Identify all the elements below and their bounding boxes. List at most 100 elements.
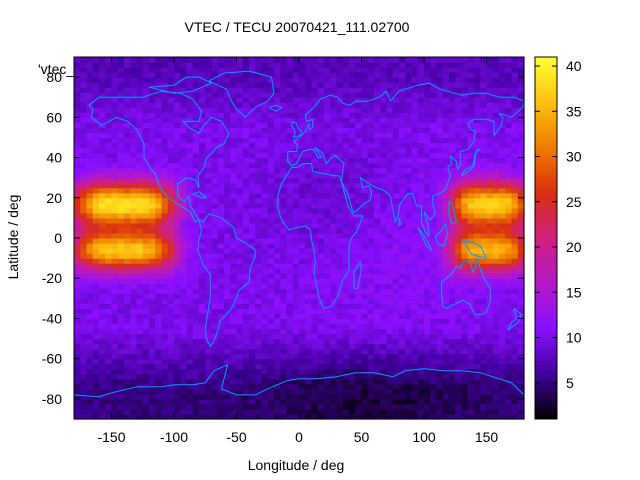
heat-cell (192, 358, 200, 365)
heat-cell (211, 333, 219, 340)
heat-cell (374, 333, 381, 340)
heat-cell (217, 343, 225, 350)
heat-cell (80, 388, 88, 395)
heat-cell (255, 293, 263, 299)
heat-cell (274, 253, 281, 259)
heat-cell (424, 318, 431, 325)
heat-cell (211, 413, 219, 420)
heat-cell (230, 343, 238, 350)
heat-cell (155, 172, 163, 179)
heat-cell (236, 328, 244, 335)
heat-cell (142, 248, 150, 254)
heat-cell (324, 283, 331, 289)
heat-cell (330, 268, 338, 274)
heat-cell (311, 82, 319, 88)
heat-cell (255, 72, 263, 78)
heat-cell (499, 157, 506, 164)
heat-cell (330, 92, 338, 98)
heat-cell (424, 323, 431, 330)
heat-cell (342, 288, 350, 294)
heat-cell (130, 147, 138, 154)
heat-cell (199, 318, 206, 325)
heat-cell (474, 127, 481, 134)
heat-cell (486, 353, 494, 360)
heat-cell (405, 147, 413, 154)
heat-cell (274, 308, 281, 315)
heat-cell (342, 373, 350, 380)
heat-cell (336, 127, 344, 134)
heat-cell (361, 217, 369, 224)
heat-cell (386, 343, 394, 350)
heat-cell (230, 127, 238, 134)
heat-cell (80, 207, 88, 214)
heat-cell (92, 378, 100, 385)
heat-cell (105, 358, 113, 365)
heat-cell (167, 258, 175, 264)
heat-cell (455, 177, 463, 184)
heat-cell (286, 187, 294, 194)
heat-cell (386, 288, 394, 294)
heat-cell (355, 162, 363, 169)
heat-cell (411, 353, 419, 360)
heat-cell (492, 338, 500, 345)
heat-cell (411, 323, 419, 330)
heat-cell (155, 273, 163, 279)
heat-cell (167, 207, 175, 214)
heat-cell (455, 333, 463, 340)
heat-cell (180, 383, 188, 390)
heat-cell (174, 313, 181, 320)
heat-cell (367, 318, 375, 325)
heat-cell (430, 72, 438, 78)
heat-cell (517, 187, 525, 194)
heat-cell (211, 313, 219, 320)
heat-cell (436, 413, 444, 420)
heat-cell (386, 167, 394, 174)
heat-cell (292, 383, 300, 390)
heat-cell (174, 107, 181, 113)
heat-cell (80, 373, 88, 380)
heat-cell (392, 353, 400, 360)
heat-cell (317, 348, 325, 355)
heat-cell (430, 167, 438, 174)
heat-cell (230, 142, 238, 149)
heat-cell (117, 283, 125, 289)
heat-cell (280, 388, 288, 395)
heat-cell (311, 333, 319, 340)
heat-cell (436, 383, 444, 390)
heat-cell (449, 122, 456, 128)
heat-cell (424, 142, 431, 149)
heat-cell (205, 107, 213, 113)
heat-cell (355, 202, 363, 209)
heat-cell (374, 202, 381, 209)
heat-cell (324, 353, 331, 360)
heat-cell (161, 318, 169, 325)
heat-cell (217, 197, 225, 204)
heat-cell (374, 398, 381, 405)
heat-cell (217, 97, 225, 103)
heat-cell (355, 343, 363, 350)
heat-cell (192, 343, 200, 350)
heat-cell (392, 398, 400, 405)
heat-cell (411, 298, 419, 304)
heat-cell (492, 393, 500, 400)
heat-cell (205, 378, 213, 385)
heat-cell (480, 343, 488, 350)
heat-cell (167, 142, 175, 149)
heat-cell (217, 162, 225, 169)
heat-cell (324, 97, 331, 103)
heat-cell (317, 318, 325, 325)
heat-cell (430, 172, 438, 179)
heat-cell (355, 398, 363, 405)
heat-cell (499, 162, 506, 169)
heat-cell (92, 107, 100, 113)
heat-cell (399, 172, 406, 179)
heat-cell (511, 398, 519, 405)
heat-cell (124, 227, 131, 234)
heat-cell (405, 182, 413, 189)
heat-cell (230, 393, 238, 400)
heat-cell (255, 167, 263, 174)
heat-cell (105, 323, 113, 330)
heat-cell (411, 393, 419, 400)
heat-cell (511, 378, 519, 385)
heat-cell (305, 232, 313, 239)
